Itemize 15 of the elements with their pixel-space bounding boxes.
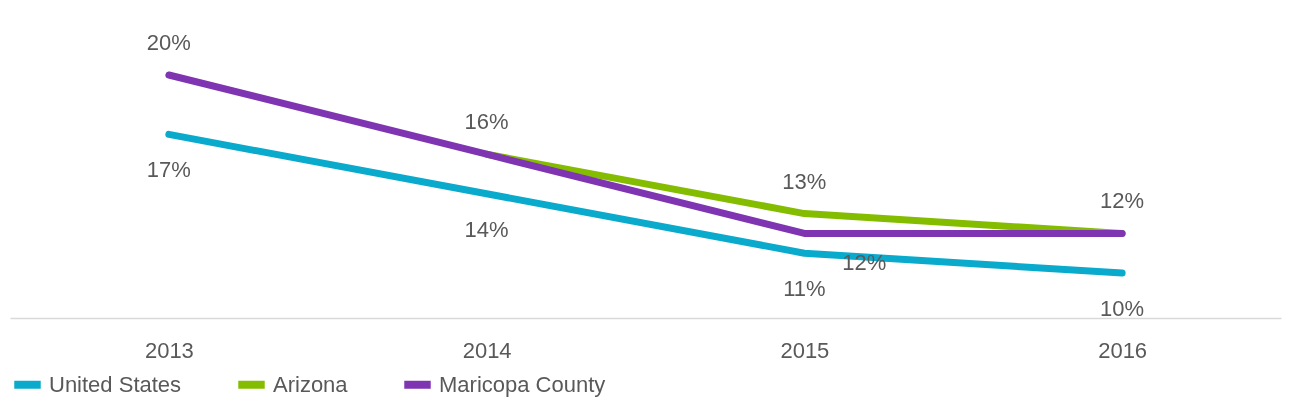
legend-label: Maricopa County	[439, 371, 606, 397]
x-tick-label: 2013	[144, 337, 194, 363]
data-label: 10%	[1100, 296, 1145, 321]
data-label: 11%	[783, 276, 826, 302]
data-label: 17%	[146, 157, 191, 183]
x-tick-label: 2015	[780, 337, 830, 363]
x-tick-label: 2016	[1098, 337, 1148, 363]
legend-label: Arizona	[273, 371, 349, 397]
x-tick-label: 2014	[462, 337, 512, 363]
data-label: 14%	[464, 216, 509, 242]
data-label: 16%	[464, 109, 509, 135]
legend-label: United States	[49, 371, 182, 397]
data-label: 13%	[782, 168, 827, 194]
data-label: 12%	[1100, 188, 1145, 214]
data-label: 20%	[146, 30, 191, 55]
